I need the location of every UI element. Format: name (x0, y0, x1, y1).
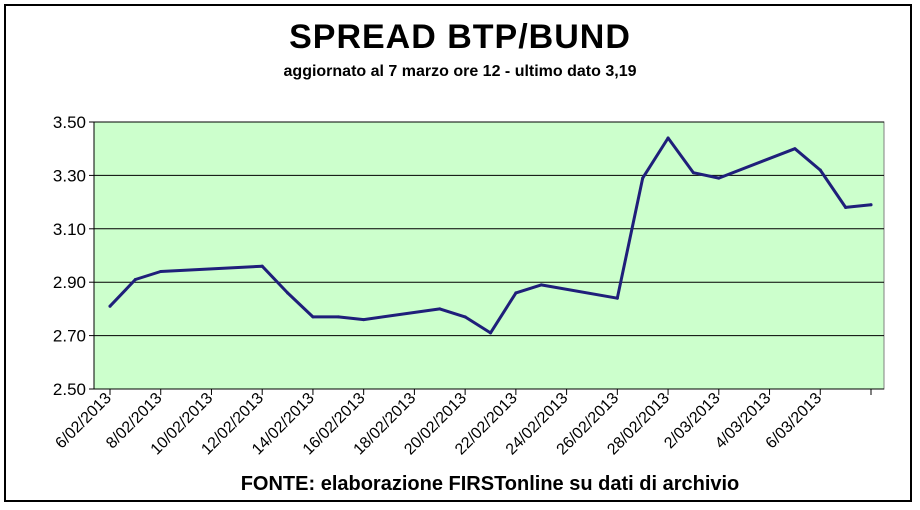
data-point (615, 296, 619, 300)
data-point (514, 291, 518, 295)
data-point (641, 176, 645, 180)
data-point (438, 307, 442, 311)
data-point (463, 315, 467, 319)
series-layer (108, 136, 873, 335)
source-note: FONTE: elaborazione FIRSTonline su dati … (240, 473, 740, 495)
chart-title: SPREAD BTP/BUND (289, 18, 631, 56)
data-point (691, 171, 695, 175)
data-point (311, 315, 315, 319)
data-point (818, 168, 822, 172)
y-tick-label: 3.50 (53, 113, 86, 132)
y-tick-label: 3.30 (53, 166, 86, 185)
data-point (844, 205, 848, 209)
y-tick-label: 2.70 (53, 327, 86, 346)
data-point (793, 147, 797, 151)
data-point (489, 331, 492, 335)
data-point (260, 264, 264, 268)
y-tick-label: 3.10 (53, 220, 86, 239)
x-axis-ticks: 6/02/20138/02/201310/02/201312/02/201314… (52, 389, 872, 458)
data-point (159, 270, 163, 274)
data-point (869, 203, 873, 207)
y-tick-label: 2.50 (53, 380, 86, 399)
axes (93, 122, 884, 390)
data-point (108, 304, 112, 308)
data-point (717, 176, 721, 180)
data-point (286, 291, 290, 295)
x-tick-label: 6/03/2013 (763, 390, 825, 452)
data-point (362, 318, 366, 322)
y-axis-ticks: 3.50 3.30 3.10 2.90 2.70 2.50 (53, 113, 94, 399)
chart-subtitle: aggiornato al 7 marzo ore 12 - ultimo da… (283, 63, 637, 80)
data-point (133, 278, 137, 282)
data-point (336, 315, 340, 319)
y-tick-label: 2.90 (53, 273, 86, 292)
series-line (108, 136, 873, 335)
data-point (539, 283, 543, 287)
data-point (666, 136, 670, 140)
plot-area (93, 121, 885, 390)
